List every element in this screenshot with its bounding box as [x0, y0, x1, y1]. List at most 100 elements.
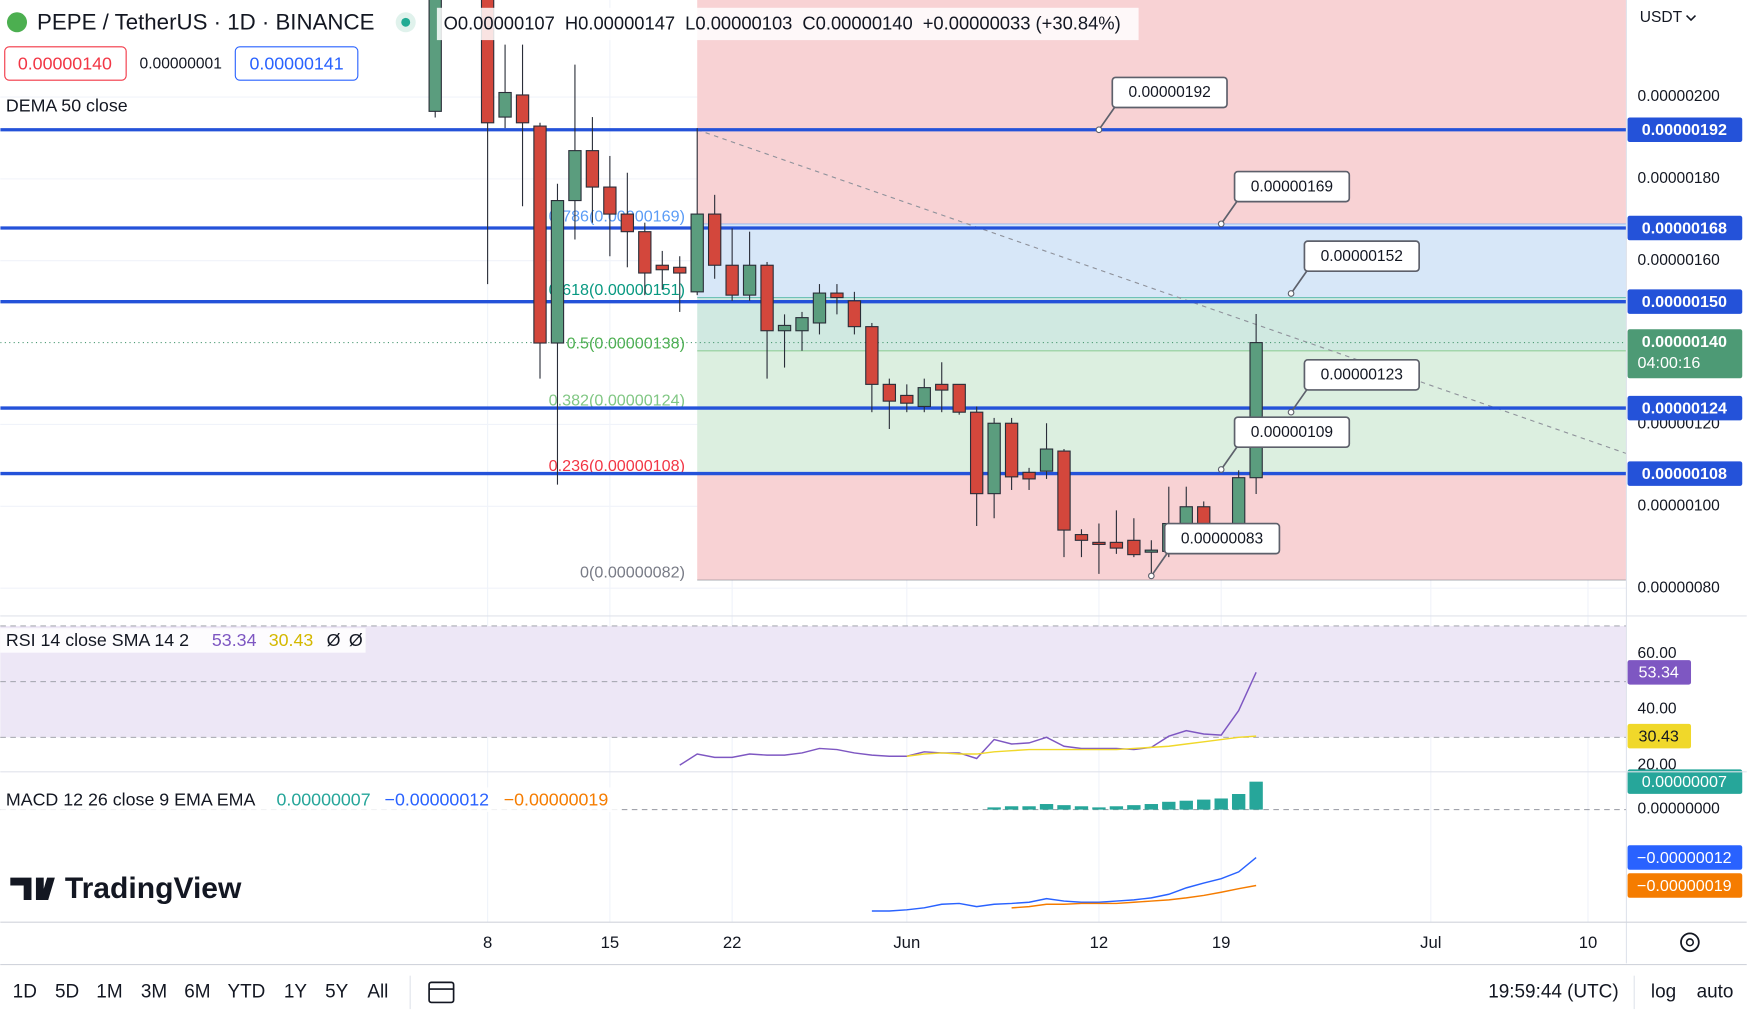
callout-box: [1111, 76, 1228, 109]
range-button[interactable]: 5D: [55, 981, 79, 1002]
price-level-label: 0.00000150: [1642, 293, 1727, 311]
x-tick-label: 22: [723, 933, 742, 952]
candle-body: [707, 213, 722, 266]
ohlc-bg: [436, 7, 1139, 41]
range-button[interactable]: 1M: [96, 981, 122, 1002]
candle-body: [673, 266, 687, 274]
fib-label: 0.382(0.00000124): [549, 392, 685, 410]
clock[interactable]: 19:59:44 (UTC): [1488, 981, 1618, 1002]
callout-label: 0.00000083: [1181, 530, 1263, 547]
rsi-value-label: 30.43: [1639, 728, 1679, 746]
date-range-icon[interactable]: [428, 981, 455, 1004]
macd-histogram-bar: [1092, 807, 1106, 810]
y-tick-label: 0.00000200: [1638, 88, 1721, 105]
macd-value-label: −0.00000012: [1637, 849, 1732, 867]
callout-label: 0.00000109: [1251, 424, 1333, 441]
macd-legend-value: 0.00000007: [277, 790, 371, 810]
frame: 19:59:44 (UTC) log auto 8 15 22 Jun 12 19 Jul 1…: [0, 615, 1747, 1010]
candle-body: [498, 91, 512, 118]
candle-body: [638, 231, 652, 274]
x-tick-label: 8: [483, 933, 492, 952]
high-text: H0.00000147: [565, 12, 675, 33]
settings-icon[interactable]: [1680, 932, 1700, 953]
y-tick-label: 0.00000180: [1638, 170, 1721, 187]
rsi-value-label: 53.34: [1639, 664, 1679, 682]
macd-value-tag: [1627, 873, 1743, 898]
candle-body: [568, 150, 582, 202]
callout-anchor: [1217, 220, 1225, 228]
candle-body: [585, 150, 600, 188]
macd-histogram-bar: [1004, 806, 1019, 810]
range-button[interactable]: 1D: [13, 981, 37, 1002]
rsi-legend-extra: Ø: [327, 630, 341, 650]
y-tick-label: 0.00000080: [1638, 579, 1721, 596]
candle-body: [725, 264, 739, 296]
macd-value-label: 0.00000007: [1642, 773, 1727, 791]
rsi-line: [679, 672, 1257, 766]
candle-body: [515, 94, 530, 124]
fib-zone: [697, 408, 1627, 474]
macd-histogram-bar: [1109, 806, 1124, 810]
callout-anchor: [1095, 126, 1103, 134]
macd-histogram-bar: [1074, 806, 1089, 810]
callout-box: [1163, 522, 1281, 555]
currency-menu[interactable]: USDT: [1640, 9, 1683, 26]
candle-body: [620, 213, 635, 233]
range-button[interactable]: All: [367, 981, 388, 1002]
macd-histogram-bar: [1039, 804, 1054, 810]
candle-body: [1179, 506, 1193, 525]
price-level-label: 0.00000124: [1642, 399, 1727, 417]
log-toggle[interactable]: log: [1651, 981, 1676, 1002]
settings-icon-core: [1685, 938, 1695, 947]
candle-body: [969, 411, 984, 495]
macd-histogram-bar: [1214, 798, 1228, 810]
macd-histogram-bar: [1249, 781, 1263, 810]
last-price-label: 0.00000140: [1642, 333, 1727, 351]
rsi-tick-label: 20.00: [1638, 756, 1677, 773]
rsi-legend-value: 53.34: [212, 630, 257, 650]
symbol-title[interactable]: PEPE / TetherUS · 1D · BINANCE: [37, 9, 374, 34]
callout-pointer: [1290, 270, 1308, 294]
sell-price[interactable]: 0.00000140: [18, 53, 112, 73]
auto-toggle[interactable]: auto: [1697, 981, 1734, 1002]
callout-label: 0.00000192: [1129, 84, 1211, 101]
fib-label: 0.5(0.00000138): [567, 334, 685, 352]
macd-histogram-bar: [1162, 801, 1176, 810]
candle-body: [1231, 477, 1246, 527]
macd-histogram-bar: [1197, 799, 1211, 810]
indicator-label[interactable]: DEMA 50 close: [6, 96, 128, 116]
range-button[interactable]: 5Y: [325, 981, 349, 1002]
range-button[interactable]: 6M: [184, 981, 210, 1002]
candle-body: [1249, 342, 1263, 479]
rsi-legend-title: RSI 14 close SMA 14 2: [6, 630, 189, 650]
candle-body: [795, 317, 809, 332]
range-button[interactable]: YTD: [228, 981, 266, 1002]
candle-body: [1022, 471, 1036, 480]
candle-body: [900, 394, 914, 404]
buy-price[interactable]: 0.00000141: [250, 53, 344, 73]
candle-body: [742, 264, 757, 296]
price-level-tag: [1627, 395, 1743, 421]
macd-legend-title: MACD 12 26 close 9 EMA EMA: [6, 790, 256, 810]
countdown: 04:00:16: [1638, 354, 1701, 372]
range-button[interactable]: 1Y: [284, 981, 308, 1002]
overlay: PEPE / TetherUS · 1D · BINANCE O0.000001…: [0, 7, 1420, 905]
rsi-value-tag: [1627, 660, 1692, 685]
candle-body: [777, 324, 792, 332]
macd-value-tag: [1627, 769, 1743, 794]
price-level-tag: [1627, 289, 1743, 314]
callout-anchor: [1287, 290, 1295, 297]
range-button[interactable]: 3M: [141, 981, 167, 1002]
price-level-tag: [1627, 117, 1743, 143]
candle-body: [987, 422, 1001, 495]
fib-zone: [697, 223, 1627, 298]
price-level-label: 0.00000108: [1642, 465, 1727, 483]
candle-body: [812, 292, 827, 324]
candle-body: [1074, 534, 1089, 541]
sell-button[interactable]: [4, 46, 127, 81]
rsi-legend-bg: [0, 628, 366, 653]
candle-body: [882, 383, 897, 402]
candle-body: [760, 264, 774, 332]
buy-button[interactable]: [234, 46, 359, 81]
